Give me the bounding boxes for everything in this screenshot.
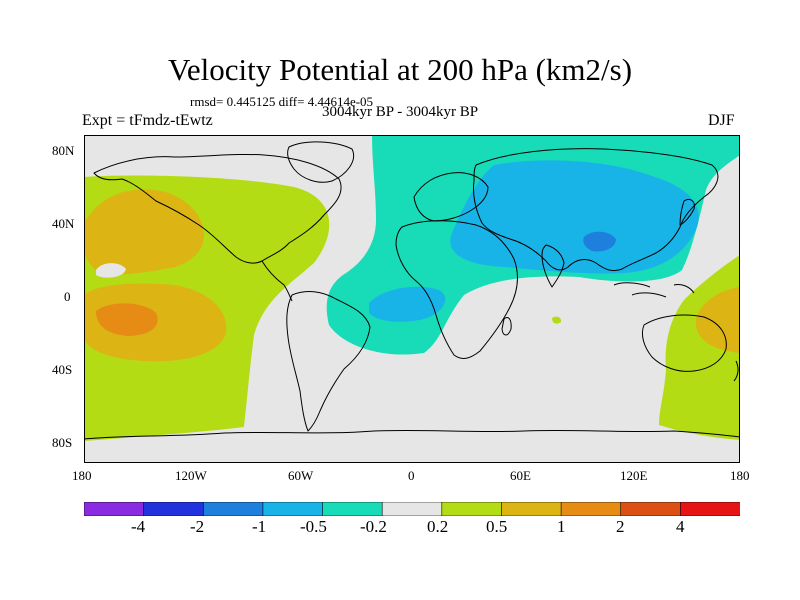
colorbar-swatch-11 bbox=[680, 502, 740, 516]
lon-label-60w: 60W bbox=[288, 468, 314, 483]
contour-blue-tibet bbox=[583, 231, 616, 252]
colorbar-label-2: -2 bbox=[190, 517, 205, 536]
coast-central-america bbox=[261, 260, 293, 302]
coastlines bbox=[84, 141, 740, 440]
coast-africa bbox=[395, 220, 518, 359]
contour-fields bbox=[84, 135, 740, 463]
colorbar-label-1: -4 bbox=[131, 517, 146, 536]
contour-white-hole bbox=[96, 263, 126, 278]
coast-europe bbox=[413, 172, 489, 222]
contour-yellowgreen-spot bbox=[552, 316, 562, 324]
colorbar-swatch-8 bbox=[501, 502, 562, 516]
coast-india bbox=[541, 244, 565, 288]
colorbar-swatch-6 bbox=[381, 502, 443, 516]
colorbar-swatch-3 bbox=[202, 502, 264, 516]
colorbar-swatch-10 bbox=[620, 502, 682, 516]
lat-label-40s: 40S bbox=[52, 362, 73, 377]
coast-south-america bbox=[286, 291, 371, 432]
lon-label-180e: 180 bbox=[730, 468, 750, 483]
coast-indonesia bbox=[613, 282, 695, 298]
coast-australia bbox=[641, 314, 727, 372]
lat-label-80n: 80N bbox=[52, 143, 75, 158]
lon-label-60e: 60E bbox=[510, 468, 531, 483]
plot-title: Velocity Potential at 200 hPa (km2/s) bbox=[167, 52, 633, 87]
stats-label: rmsd= 0.445125 diff= 4.44614e-05 bbox=[190, 94, 374, 109]
lon-label-120e: 120E bbox=[620, 468, 648, 483]
lon-label-120w: 120W bbox=[175, 468, 207, 483]
colorbar-label-10: 4 bbox=[676, 517, 685, 536]
colorbar-label-9: 2 bbox=[616, 517, 625, 536]
lat-label-40n: 40N bbox=[52, 216, 75, 231]
colorbar-label-3: -1 bbox=[252, 517, 267, 536]
world-map bbox=[84, 135, 740, 463]
colorbar-swatch-5 bbox=[322, 502, 383, 516]
colorbar-label-6: 0.2 bbox=[427, 517, 449, 536]
lon-label-0: 0 bbox=[408, 468, 415, 483]
contour-orange-west-north bbox=[84, 189, 204, 275]
period-label: 3004kyr BP - 3004kyr BP bbox=[322, 104, 479, 120]
contour-cyan-main bbox=[450, 160, 699, 274]
contour-orange-east bbox=[695, 287, 740, 353]
colorbar-label-4: -0.5 bbox=[300, 517, 327, 536]
contour-darkorange-west bbox=[96, 303, 158, 336]
experiment-label: Expt = tFmdz-tEwtz bbox=[82, 112, 213, 129]
season-label: DJF bbox=[708, 112, 735, 129]
colorbar-label-7: 0.5 bbox=[486, 517, 508, 536]
coast-new-zealand bbox=[733, 360, 739, 382]
coast-asia bbox=[473, 148, 719, 272]
lon-label-180w: 180 bbox=[72, 468, 92, 483]
lat-label-eq: 0 bbox=[64, 289, 71, 304]
coast-north-america bbox=[93, 153, 342, 264]
colorbar-label-8: 1 bbox=[557, 517, 566, 536]
contour-cyan-atlantic bbox=[369, 286, 446, 322]
coast-greenland bbox=[287, 141, 354, 183]
colorbar-swatch-1 bbox=[84, 502, 145, 516]
coast-japan bbox=[679, 198, 695, 226]
map-frame bbox=[84, 135, 740, 463]
coast-madagascar bbox=[501, 316, 512, 336]
colorbar-swatch-7 bbox=[441, 502, 503, 516]
colorbar-swatch-4 bbox=[262, 502, 324, 516]
colorbar bbox=[84, 502, 740, 516]
lat-label-80s: 80S bbox=[52, 435, 73, 450]
colorbar-label-5: -0.2 bbox=[360, 517, 387, 536]
coast-antarctica bbox=[84, 429, 740, 440]
colorbar-swatch-9 bbox=[560, 502, 622, 516]
colorbar-swatch-2 bbox=[143, 502, 205, 516]
